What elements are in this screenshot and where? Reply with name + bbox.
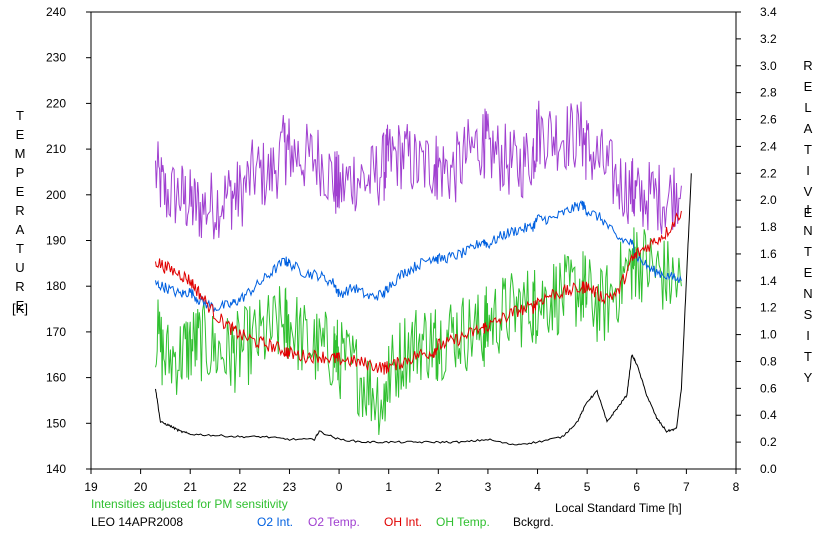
left-axis-label-letter: E xyxy=(16,184,25,199)
y-right-tick-label: 3.4 xyxy=(760,5,777,19)
y-right-tick-label: 0.4 xyxy=(760,408,777,422)
left-axis-label-letter: E xyxy=(16,127,25,142)
right-axis-label-letter: T xyxy=(804,142,812,157)
x-tick-label: 19 xyxy=(84,480,98,494)
y-left-tick-label: 240 xyxy=(46,5,66,19)
y-left-tick-label: 180 xyxy=(46,279,66,293)
series-line-o2-int- xyxy=(155,199,682,312)
x-tick-label: 0 xyxy=(336,480,343,494)
left-axis-unit: [K] xyxy=(12,301,28,316)
left-axis-label-letter: T xyxy=(16,241,24,256)
right-axis-label-letter: V xyxy=(804,184,813,199)
legend-item: O2 Temp. xyxy=(308,515,360,529)
right-axis-label-letter: T xyxy=(804,349,812,364)
x-tick-label: 5 xyxy=(584,480,591,494)
left-axis-label-letter: P xyxy=(16,165,25,180)
right-axis-label-letter: I xyxy=(806,202,810,217)
legend: O2 Int. O2 Temp. OH Int. OH Temp. Bckgrd. xyxy=(257,515,554,529)
x-tick-label: 8 xyxy=(733,480,740,494)
left-axis-label-letter: R xyxy=(15,203,24,218)
right-axis-label-letter: E xyxy=(804,79,813,94)
y-left-tick-label: 140 xyxy=(46,462,66,476)
x-axis-label: Local Standard Time [h] xyxy=(555,501,682,515)
y-right-tick-label: 1.8 xyxy=(760,220,777,234)
left-axis-label-letter: A xyxy=(16,222,25,237)
y-right-tick-label: 0.8 xyxy=(760,354,777,368)
y-right-tick-label: 1.0 xyxy=(760,328,777,342)
left-axis-label-letter: M xyxy=(15,146,26,161)
right-axis-label-letter: I xyxy=(806,163,810,178)
station-date: LEO 14APR2008 xyxy=(91,515,183,529)
legend-item: O2 Int. xyxy=(257,515,293,529)
left-axis-label-letter: E xyxy=(16,298,25,313)
y-left-tick-label: 170 xyxy=(46,325,66,339)
y-right-tick-label: 2.0 xyxy=(760,193,777,207)
x-tick-label: 6 xyxy=(633,480,640,494)
right-axis-label-letter: S xyxy=(804,307,813,322)
right-axis-label-letter: R xyxy=(803,58,812,73)
left-axis-label-letter: U xyxy=(15,260,24,275)
right-axis-label-letter: Y xyxy=(804,370,813,385)
y-right-tick-label: 0.0 xyxy=(760,462,777,476)
x-tick-label: 3 xyxy=(485,480,492,494)
y-right-tick-label: 3.0 xyxy=(760,59,777,73)
y-left-tick-label: 200 xyxy=(46,188,66,202)
y-right-tick-label: 0.6 xyxy=(760,381,777,395)
y-right-tick-label: 1.6 xyxy=(760,247,777,261)
legend-item: OH Int. xyxy=(384,515,422,529)
y-right-tick-label: 1.4 xyxy=(760,274,777,288)
right-axis-label-letter: T xyxy=(804,244,812,259)
y-left-tick-label: 220 xyxy=(46,96,66,110)
legend-item: Bckgrd. xyxy=(513,515,554,529)
right-axis-label-letter: L xyxy=(804,100,811,115)
y-left-tick-label: 150 xyxy=(46,416,66,430)
y-left-tick-label: 230 xyxy=(46,51,66,65)
series-line-o2-temp- xyxy=(155,100,682,240)
y-right-tick-label: 2.2 xyxy=(760,166,777,180)
x-tick-label: 1 xyxy=(385,480,392,494)
y-right-tick-label: 1.2 xyxy=(760,301,777,315)
x-tick-label: 21 xyxy=(184,480,198,494)
y-left-tick-label: 190 xyxy=(46,234,66,248)
y-right-tick-label: 2.8 xyxy=(760,86,777,100)
right-axis-label-letter: N xyxy=(803,286,812,301)
right-axis-label-letter: E xyxy=(804,205,813,220)
plot-frame xyxy=(90,11,737,470)
series-line-bckgrd- xyxy=(155,173,692,446)
left-axis-label-letter: R xyxy=(15,279,24,294)
right-axis-label-letter: N xyxy=(803,223,812,238)
y-left-tick-label: 160 xyxy=(46,371,66,385)
x-tick-label: 7 xyxy=(683,480,690,494)
y-right-tick-label: 2.4 xyxy=(760,139,777,153)
series-line-oh-temp- xyxy=(155,227,682,435)
x-tick-label: 4 xyxy=(534,480,541,494)
y-right-tick-label: 2.6 xyxy=(760,113,777,127)
right-axis-label-letter: E xyxy=(804,265,813,280)
y-right-tick-label: 0.2 xyxy=(760,435,777,449)
left-axis-label-letter: T xyxy=(16,108,24,123)
x-tick-label: 23 xyxy=(283,480,297,494)
y-right-tick-label: 3.2 xyxy=(760,32,777,46)
right-axis-label-letter: A xyxy=(804,121,813,136)
x-tick-label: 22 xyxy=(233,480,247,494)
x-tick-label: 20 xyxy=(134,480,148,494)
y-left-tick-label: 210 xyxy=(46,142,66,156)
legend-item: OH Temp. xyxy=(436,515,490,529)
series-line-oh-int- xyxy=(155,210,682,375)
sensitivity-note: Intensities adjusted for PM sensitivity xyxy=(91,497,288,511)
series-layer xyxy=(155,100,692,446)
right-axis-label-letter: I xyxy=(806,328,810,343)
axis-ticks: 19 20 21 22 23 0 1 2 3 4 5 6 7 8140150160170180190200… xyxy=(46,5,777,494)
x-tick-label: 2 xyxy=(435,480,442,494)
